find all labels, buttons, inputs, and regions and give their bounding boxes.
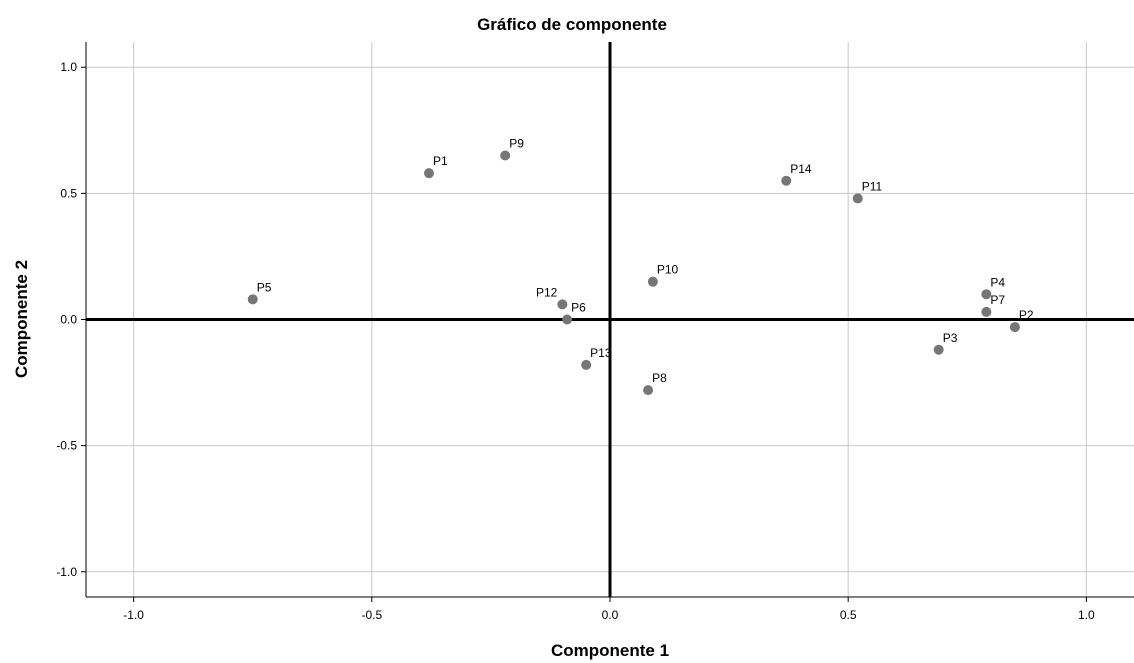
- point-label-p7: P7: [990, 293, 1005, 307]
- y-tick-label: -0.5: [56, 439, 77, 453]
- point-label-p12: P12: [536, 285, 558, 299]
- point-label-p14: P14: [790, 162, 812, 176]
- point-label-p8: P8: [652, 371, 667, 385]
- point-label-p10: P10: [657, 263, 679, 277]
- data-point-p1: [423, 168, 434, 179]
- data-point-p5: [247, 294, 258, 305]
- point-label-p9: P9: [509, 137, 524, 151]
- y-axis-title: Componente 2: [12, 260, 31, 378]
- data-point-p3: [933, 344, 944, 355]
- x-axis-title: Componente 1: [551, 641, 669, 660]
- point-label-p11: P11: [862, 179, 883, 193]
- data-point-p4: [981, 289, 992, 300]
- y-tick-label: -1.0: [56, 565, 77, 579]
- tick-labels: -1.0 -0.5 0.0 0.5 1.0 -1.0 -0.5 0.0 0.5 1.0: [56, 60, 1095, 622]
- data-point-p10: [647, 276, 658, 287]
- data-point-p14: [781, 175, 792, 186]
- y-tick-label: 0.0: [60, 313, 77, 327]
- y-tick-label: 0.5: [60, 186, 77, 200]
- point-label-p1: P1: [433, 154, 448, 168]
- data-point-p13: [581, 359, 592, 370]
- point-label-p4: P4: [990, 275, 1005, 289]
- data-point-p12: [557, 299, 568, 310]
- point-label-p3: P3: [943, 331, 958, 345]
- data-point-p7: [981, 306, 992, 317]
- y-tick-label: 1.0: [60, 60, 77, 74]
- x-tick-label: -0.5: [361, 608, 382, 622]
- x-tick-label: 0.0: [602, 608, 619, 622]
- point-label-p5: P5: [257, 280, 272, 294]
- data-point-p6: [562, 314, 573, 325]
- point-label-p6: P6: [571, 301, 586, 315]
- data-points: P1 P2 P3 P4 P5 P6 P7 P8 P9 P10 P11 P12 P13 P14: [247, 137, 1034, 396]
- data-point-p9: [500, 150, 511, 161]
- data-point-p2: [1009, 322, 1020, 333]
- x-tick-label: 0.5: [840, 608, 857, 622]
- data-point-p11: [852, 193, 863, 204]
- x-tick-label: -1.0: [123, 608, 144, 622]
- chart-title: Gráfico de componente: [477, 15, 667, 34]
- point-label-p2: P2: [1019, 308, 1034, 322]
- point-label-p13: P13: [590, 346, 612, 360]
- axes: [85, 42, 1134, 598]
- x-tick-label: 1.0: [1078, 608, 1095, 622]
- data-point-p8: [643, 385, 654, 396]
